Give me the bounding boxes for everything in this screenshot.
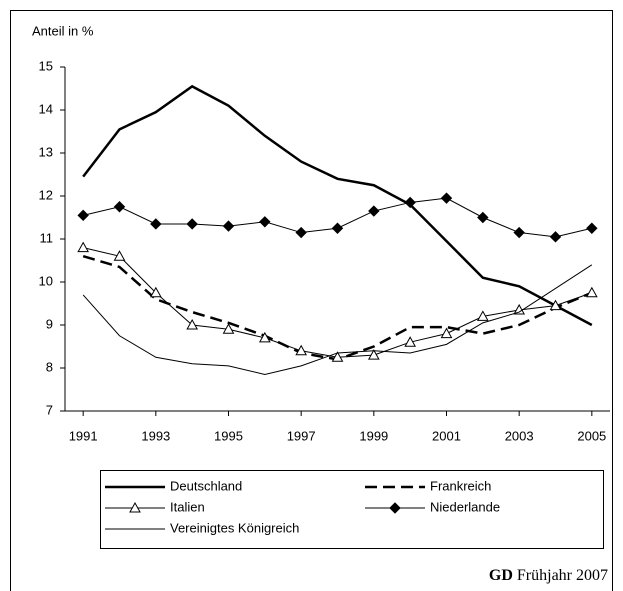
marker (331, 222, 344, 234)
y-tick-label: 10 (39, 273, 53, 288)
x-tick-label: 2005 (577, 428, 606, 443)
marker (113, 201, 126, 213)
marker (259, 216, 271, 228)
y-tick-label: 9 (46, 316, 53, 331)
legend-label: Niederlande (430, 499, 500, 514)
marker (585, 286, 598, 298)
y-tick-label: 8 (46, 359, 53, 374)
marker (77, 209, 89, 222)
marker (440, 192, 453, 204)
series-line (82, 84, 593, 327)
marker (389, 502, 401, 514)
marker (368, 205, 380, 217)
frame (10, 10, 613, 591)
y-tick-label: 14 (39, 101, 53, 116)
marker (77, 241, 90, 253)
series-line (83, 247, 593, 358)
marker (404, 196, 416, 209)
marker (513, 303, 526, 315)
x-tick-label: 1991 (69, 428, 98, 443)
marker (150, 218, 162, 230)
marker (549, 231, 562, 243)
x-tick-label: 1993 (141, 428, 170, 443)
marker (295, 344, 308, 356)
marker (586, 222, 598, 234)
marker (549, 299, 562, 311)
x-tick-label: 1995 (214, 428, 243, 443)
y-tick-label: 15 (39, 58, 53, 73)
marker (476, 310, 489, 321)
marker (331, 351, 344, 362)
legend-label: Deutschland (170, 478, 242, 493)
x-tick-label: 1999 (359, 428, 388, 443)
marker (258, 331, 271, 343)
source-date: Frühjahr 2007 (517, 567, 608, 584)
x-tick-label: 2003 (505, 428, 534, 443)
marker (129, 501, 141, 513)
y-tick-label: 13 (39, 144, 53, 159)
y-tick-label: 11 (40, 230, 54, 245)
source-org: GD (489, 567, 513, 584)
series-line (82, 264, 593, 375)
x-tick-label: 1997 (287, 428, 316, 443)
marker (113, 250, 126, 261)
marker (149, 286, 162, 298)
marker (404, 336, 417, 347)
marker (186, 218, 198, 230)
marker (440, 327, 453, 339)
legend-label: Frankreich (430, 478, 491, 493)
marker (513, 226, 525, 239)
y-axis-label: Anteil in % (32, 23, 94, 38)
y-tick-label: 12 (39, 187, 53, 202)
marker (222, 220, 235, 232)
marker (295, 226, 307, 239)
marker (186, 318, 199, 330)
source: GD Frühjahr 2007 (489, 567, 608, 584)
legend-box (100, 470, 604, 549)
x-tick-label: 2001 (432, 428, 461, 443)
marker (477, 211, 489, 224)
y-tick-label: 7 (46, 402, 53, 417)
marker (367, 349, 380, 360)
marker (222, 323, 235, 334)
legend-label: Vereinigtes Königreich (170, 520, 299, 535)
legend-label: Italien (170, 499, 205, 514)
series-line (82, 255, 593, 361)
